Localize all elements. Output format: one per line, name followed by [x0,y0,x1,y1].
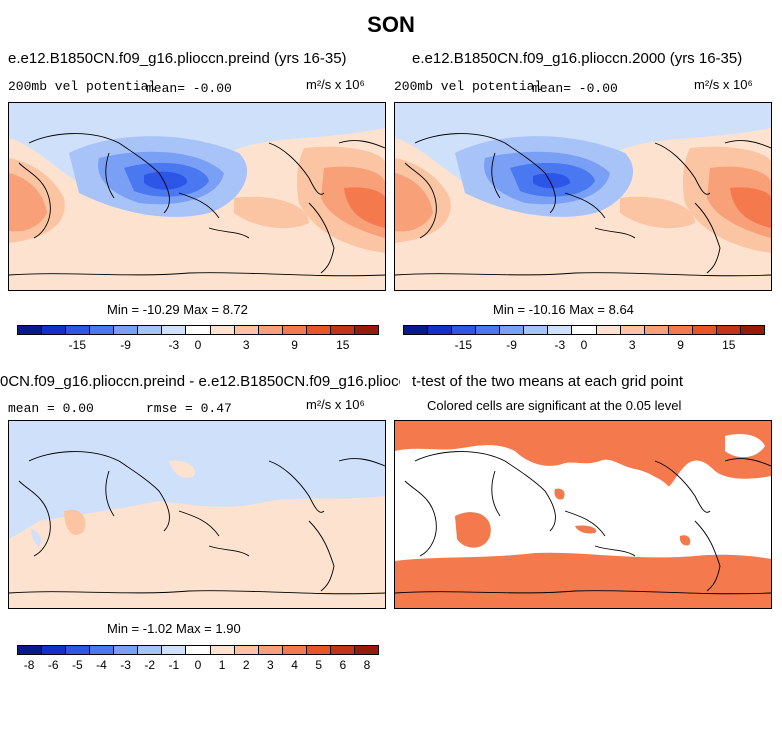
colorbar-swatch [476,326,501,334]
figure-title: SON [367,12,415,37]
panel-title-ttest: t-test of the two means at each grid poi… [412,373,683,390]
colorbar-diff [17,645,379,655]
colorbar-tick-label: 9 [677,338,684,352]
colorbar-swatch [524,326,549,334]
colorbar-tick-label: 3 [242,338,250,352]
mean-preind: mean= -0.00 [146,81,232,96]
colorbar-swatch [282,326,307,334]
colorbar-swatch [306,326,331,334]
map-preind [8,102,386,291]
colorbar-tick-label: -15 [454,338,472,352]
left-label-2000: 200mb vel potential [394,79,543,94]
colorbar-swatch [548,326,573,334]
colorbar-tick-label: 15 [336,338,350,352]
colorbar-swatch [354,326,378,334]
colorbar-tick-label: 5 [315,658,322,672]
colorbar-swatch [354,646,378,654]
map-diff [8,420,386,609]
left-label-preind: 200mb vel potential [8,79,157,94]
colorbar-swatch [306,646,331,654]
colorbar-swatch [90,646,115,654]
colorbar-swatch [282,646,307,654]
map-2000 [394,102,772,291]
colorbar-tick-label: -9 [120,338,131,352]
colorbar-tick-label: 15 [722,338,736,352]
colorbar-tick-label: 1 [218,658,226,672]
colorbar-2000 [403,325,765,335]
units-preind: m²/s x 10⁶ [306,77,365,92]
panel-title-preind: e.e12.B1850CN.f09_g16.plioccn.preind (yr… [8,50,347,67]
colorbar-swatch [596,326,621,334]
colorbar-swatch [186,646,211,654]
colorbar-swatch [692,326,717,334]
colorbar-swatch [258,326,283,334]
mean-diff: mean = 0.00 [8,401,94,416]
minmax-2000: Min = -10.16 Max = 8.64 [493,302,634,317]
colorbar-tick-label: 0 [194,658,202,672]
colorbar-swatch [210,326,235,334]
colorbar-tick-label: 0 [580,338,588,352]
colorbar-tick-label: -1 [168,658,180,672]
colorbar-tick-label: -3 [120,658,131,672]
colorbar-swatch [572,326,597,334]
colorbar-swatch [258,646,283,654]
colorbar-swatch [114,326,139,334]
colorbar-swatch [210,646,235,654]
colorbar-swatch [18,646,43,654]
colorbar-swatch [90,326,115,334]
map-ttest [394,420,772,609]
colorbar-swatch [644,326,669,334]
colorbar-swatch [716,326,741,334]
colorbar-tick-label: -5 [71,658,83,672]
panel-title-2000: e.e12.B1850CN.f09_g16.plioccn.2000 (yrs … [412,50,743,67]
colorbar-swatch [138,646,163,654]
colorbar-swatch [66,326,91,334]
colorbar-swatch [740,326,764,334]
colorbar-tick-label: -15 [68,338,86,352]
colorbar-swatch [330,646,355,654]
colorbar-swatch [620,326,645,334]
units-diff: m²/s x 10⁶ [306,397,365,412]
panel-title-diff: 0CN.f09_g16.plioccn.preind - e.e12.B1850… [0,373,400,390]
colorbar-tick-label: -2 [144,658,156,672]
colorbar-swatch [500,326,525,334]
colorbar-tick-label: -9 [506,338,517,352]
colorbar-swatch [66,646,91,654]
colorbar-swatch [234,326,259,334]
ttest-subtitle: Colored cells are significant at the 0.0… [427,398,682,413]
colorbar-tick-label: 0 [194,338,202,352]
colorbar-swatch [234,646,259,654]
colorbar-tick-label: 3 [267,658,274,672]
colorbar-swatch [18,326,43,334]
colorbar-tick-label: 6 [339,658,347,672]
rmse-diff: rmse = 0.47 [146,401,232,416]
colorbar-tick-label: 2 [242,658,250,672]
minmax-preind: Min = -10.29 Max = 8.72 [107,302,248,317]
colorbar-swatch [138,326,163,334]
colorbar-tick-label: 8 [363,658,371,672]
colorbar-swatch [42,646,67,654]
colorbar-swatch [330,326,355,334]
colorbar-swatch [404,326,429,334]
colorbar-swatch [114,646,139,654]
colorbar-tick-label: -3 [168,338,180,352]
minmax-diff: Min = -1.02 Max = 1.90 [107,621,241,636]
units-2000: m²/s x 10⁶ [694,77,753,92]
colorbar-swatch [428,326,453,334]
colorbar-tick-label: -4 [96,658,107,672]
colorbar-swatch [668,326,693,334]
colorbar-tick-label: 3 [628,338,636,352]
colorbar-swatch [162,326,187,334]
colorbar-tick-label: 9 [291,338,298,352]
colorbar-tick-label: -8 [23,658,35,672]
colorbar-swatch [186,326,211,334]
colorbar-swatch [162,646,187,654]
colorbar-tick-label: -3 [554,338,566,352]
colorbar-tick-label: 4 [291,658,298,672]
colorbar-swatch [452,326,477,334]
mean-2000: mean= -0.00 [532,81,618,96]
colorbar-swatch [42,326,67,334]
colorbar-tick-label: -6 [47,658,59,672]
colorbar-preind [17,325,379,335]
